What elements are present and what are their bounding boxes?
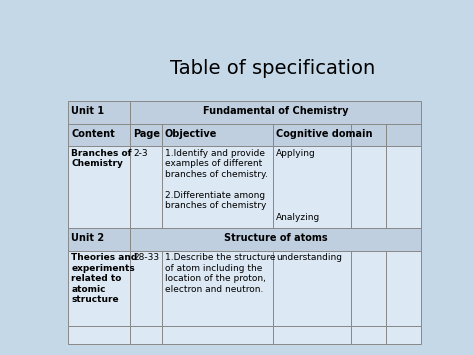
- Text: 1.Identify and provide
examples of different
branches of chemistry.

2.Different: 1.Identify and provide examples of diffe…: [165, 149, 268, 210]
- Text: Structure of atoms: Structure of atoms: [224, 233, 328, 243]
- Bar: [273, 124, 351, 146]
- Text: 2-3: 2-3: [133, 149, 148, 158]
- Text: 1.Describe the structure
of atom including the
location of the proton,
electron : 1.Describe the structure of atom includi…: [165, 253, 275, 294]
- Text: Table of specification: Table of specification: [170, 59, 375, 78]
- Bar: [68, 146, 130, 228]
- Bar: [273, 326, 351, 344]
- Bar: [273, 251, 351, 326]
- Bar: [386, 326, 421, 344]
- Text: Branches of
Chemistry: Branches of Chemistry: [72, 149, 132, 168]
- Bar: [351, 326, 386, 344]
- Bar: [351, 124, 386, 146]
- Bar: [351, 251, 386, 326]
- Text: Objective: Objective: [165, 129, 217, 138]
- Text: 28-33: 28-33: [133, 253, 159, 262]
- Bar: [130, 326, 162, 344]
- Bar: [386, 124, 421, 146]
- Bar: [130, 228, 421, 251]
- Text: Applying: Applying: [276, 149, 316, 158]
- Text: Theories and
experiments
related to
atomic
structure: Theories and experiments related to atom…: [72, 253, 137, 304]
- Bar: [162, 251, 273, 326]
- Text: understanding: understanding: [277, 253, 343, 262]
- Text: Unit 2: Unit 2: [72, 233, 104, 243]
- Bar: [351, 146, 386, 228]
- Bar: [68, 326, 130, 344]
- Text: Content: Content: [72, 129, 115, 138]
- Text: Fundamental of Chemistry: Fundamental of Chemistry: [203, 106, 348, 116]
- Bar: [162, 326, 273, 344]
- Bar: [386, 251, 421, 326]
- Bar: [68, 228, 130, 251]
- Text: Unit 1: Unit 1: [72, 106, 104, 116]
- Bar: [130, 146, 162, 228]
- Bar: [162, 124, 273, 146]
- Bar: [130, 124, 162, 146]
- Text: Page: Page: [133, 129, 160, 138]
- Text: Cognitive domain: Cognitive domain: [276, 129, 373, 138]
- Text: Analyzing: Analyzing: [276, 213, 320, 222]
- Bar: [68, 124, 130, 146]
- Bar: [386, 146, 421, 228]
- Bar: [68, 251, 130, 326]
- Bar: [130, 102, 421, 124]
- Bar: [273, 146, 351, 228]
- Bar: [162, 146, 273, 228]
- Bar: [130, 251, 162, 326]
- Bar: [68, 102, 130, 124]
